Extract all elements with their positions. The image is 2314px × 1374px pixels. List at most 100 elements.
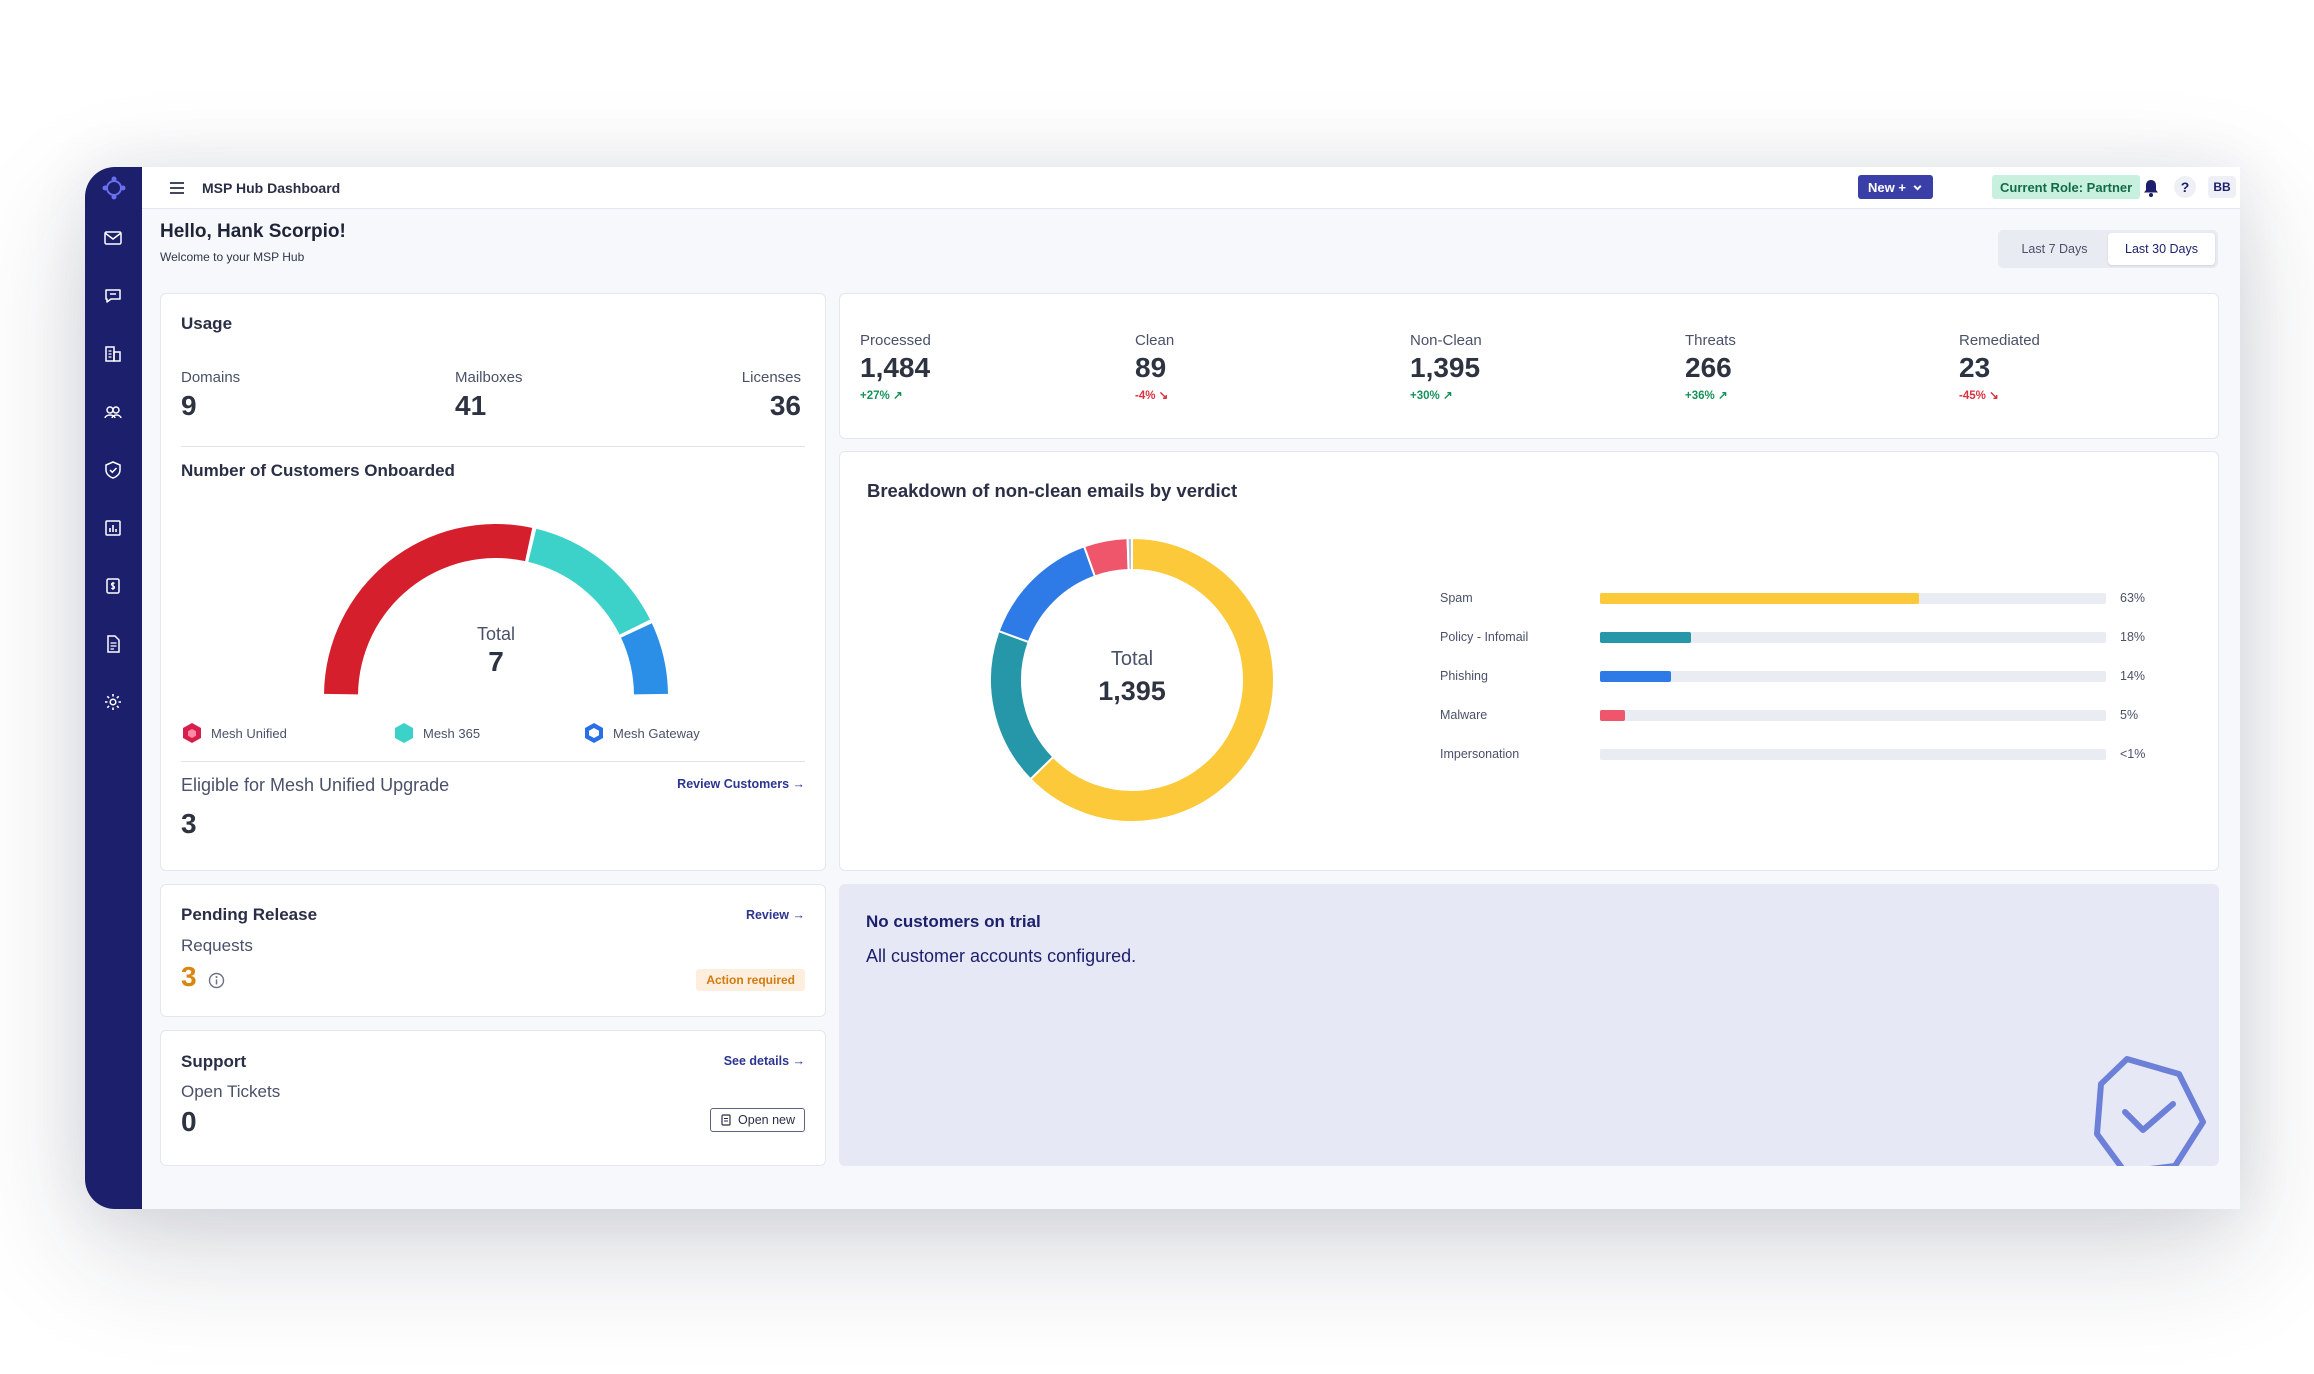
action-required-badge: Action required — [696, 969, 805, 991]
mailboxes-value: 41 — [455, 390, 487, 421]
email-stats-card: Processed 1,484 +27% ↗ Clean 89 -4% ↘ No… — [839, 293, 2219, 439]
donut-slice[interactable] — [997, 545, 1097, 644]
stat-value: 23 — [1959, 352, 1991, 383]
trial-title: No customers on trial — [866, 912, 1041, 931]
trend-down-icon: ↘ — [1989, 390, 1999, 402]
review-customers-link[interactable]: Review Customers → — [677, 777, 805, 791]
range-last-7-days[interactable]: Last 7 Days — [2021, 242, 2088, 256]
document-icon[interactable] — [102, 633, 124, 655]
verdict-percent: 5% — [2120, 708, 2139, 722]
verdict-bar-fill[interactable] — [1600, 710, 1626, 721]
verdict-label: Spam — [1440, 591, 1473, 605]
donut-slice[interactable] — [989, 629, 1055, 781]
users-icon[interactable] — [102, 401, 124, 423]
hamburger-menu-icon[interactable] — [169, 181, 185, 195]
gauge-segment[interactable] — [621, 623, 668, 695]
eligible-label: Eligible for Mesh Unified Upgrade — [181, 775, 450, 795]
stat-label: Non-Clean — [1410, 332, 1482, 349]
bell-icon[interactable] — [2142, 178, 2160, 198]
donut-slice[interactable] — [1126, 536, 1133, 572]
trend-up-icon: ↗ — [1442, 390, 1453, 402]
verdict-percent: 18% — [2120, 630, 2146, 644]
gauge-segment[interactable] — [324, 524, 533, 695]
billing-icon[interactable] — [102, 575, 124, 597]
verdict-bar-track — [1600, 749, 2106, 760]
verdict-bar-track — [1600, 632, 2106, 643]
legend-mesh-unified: Mesh Unified — [181, 722, 287, 744]
stat-delta: +30% ↗ — [1410, 390, 1453, 402]
shield-icon[interactable] — [102, 459, 124, 481]
stat-delta: +36% ↗ — [1685, 390, 1728, 402]
legend-label: Mesh 365 — [423, 725, 481, 741]
new-button[interactable]: New + — [1858, 175, 1933, 199]
verdict-percent: 14% — [2120, 669, 2146, 683]
stat-label: Clean — [1135, 332, 1175, 349]
gear-icon[interactable] — [102, 691, 124, 713]
legend-label: Mesh Unified — [211, 725, 287, 741]
current-role-badge[interactable]: Current Role: Partner — [1992, 175, 2141, 199]
open-new-button[interactable]: Open new — [710, 1108, 805, 1132]
hexagon-icon — [183, 723, 201, 743]
domains-label: Domains — [181, 369, 241, 386]
building-icon[interactable] — [102, 343, 124, 365]
stat-label: Remediated — [1959, 332, 2040, 349]
domains-value: 9 — [181, 390, 197, 421]
stat-label: Threats — [1685, 332, 1736, 349]
onboarded-title: Number of Customers Onboarded — [181, 461, 455, 480]
stat-label: Processed — [860, 332, 931, 349]
divider — [181, 446, 805, 447]
donut-slice[interactable] — [1029, 536, 1275, 823]
verdict-label: Policy - Infomail — [1440, 630, 1529, 644]
info-icon[interactable] — [208, 972, 225, 989]
review-link[interactable]: Review → — [745, 908, 805, 922]
open-tickets-value: 0 — [181, 1106, 197, 1137]
main-content: Hello, Hank Scorpio! Welcome to your MSP… — [142, 209, 2240, 1209]
trend-up-icon: ↗ — [892, 390, 903, 402]
document-icon — [721, 1114, 731, 1126]
verdict-bar-fill[interactable] — [1600, 671, 1671, 682]
trend-down-icon: ↘ — [1158, 390, 1169, 402]
pending-title: Pending Release — [181, 905, 318, 924]
date-range-toggle: Last 7 Days Last 30 Days — [1998, 230, 2218, 268]
usage-card: Usage Domains 9 Mailboxes 41 Licenses 36… — [160, 293, 826, 871]
sidebar — [85, 167, 142, 1209]
donut-total-value: 1,395 — [1098, 676, 1166, 706]
chat-icon[interactable] — [102, 285, 124, 307]
verdict-bar-track — [1600, 710, 2106, 721]
mail-icon[interactable] — [102, 227, 124, 249]
verdict-label: Impersonation — [1440, 747, 1520, 761]
legend-mesh-365: Mesh 365 — [393, 722, 480, 744]
gauge-segment[interactable] — [528, 528, 651, 635]
verdict-label: Malware — [1440, 708, 1488, 722]
verdict-bar-fill[interactable] — [1600, 593, 1919, 604]
gauge-total-label: Total — [476, 624, 516, 644]
stat-value: 1,395 — [1410, 352, 1481, 383]
requests-value: 3 — [181, 961, 197, 992]
requests-label: Requests — [181, 936, 253, 955]
stat-delta: -45% ↘ — [1959, 390, 1999, 402]
verdict-percent: 63% — [2120, 591, 2146, 605]
verdict-donut-chart — [989, 536, 1275, 823]
logo-icon[interactable] — [99, 173, 129, 203]
usage-title: Usage — [181, 314, 233, 333]
chart-icon[interactable] — [102, 517, 124, 539]
support-title: Support — [181, 1052, 247, 1071]
support-card: Support See details → Open Tickets 0 Ope… — [160, 1030, 826, 1166]
trial-card: No customers on trial All customer accou… — [839, 884, 2219, 1166]
checkmark-badge-icon — [2094, 1056, 2206, 1166]
licenses-label: Licenses — [741, 369, 801, 386]
avatar[interactable]: BB — [2208, 176, 2236, 198]
stat-delta: +27% ↗ — [860, 390, 903, 402]
divider — [181, 761, 805, 762]
verdict-bar-fill[interactable] — [1600, 632, 1692, 643]
hexagon-icon — [585, 723, 603, 743]
see-details-link[interactable]: See details → — [723, 1054, 805, 1068]
range-last-30-days[interactable]: Last 30 Days — [2108, 233, 2215, 265]
app-title: MSP Hub Dashboard — [202, 180, 341, 196]
stat-delta: -4% ↘ — [1135, 390, 1169, 402]
gauge-total-value: 7 — [488, 646, 504, 677]
help-button[interactable]: ? — [2174, 176, 2196, 198]
stat-value: 266 — [1685, 352, 1732, 383]
greeting-subtitle: Welcome to your MSP Hub — [160, 250, 305, 264]
trial-subtitle: All customer accounts configured. — [866, 946, 1137, 966]
